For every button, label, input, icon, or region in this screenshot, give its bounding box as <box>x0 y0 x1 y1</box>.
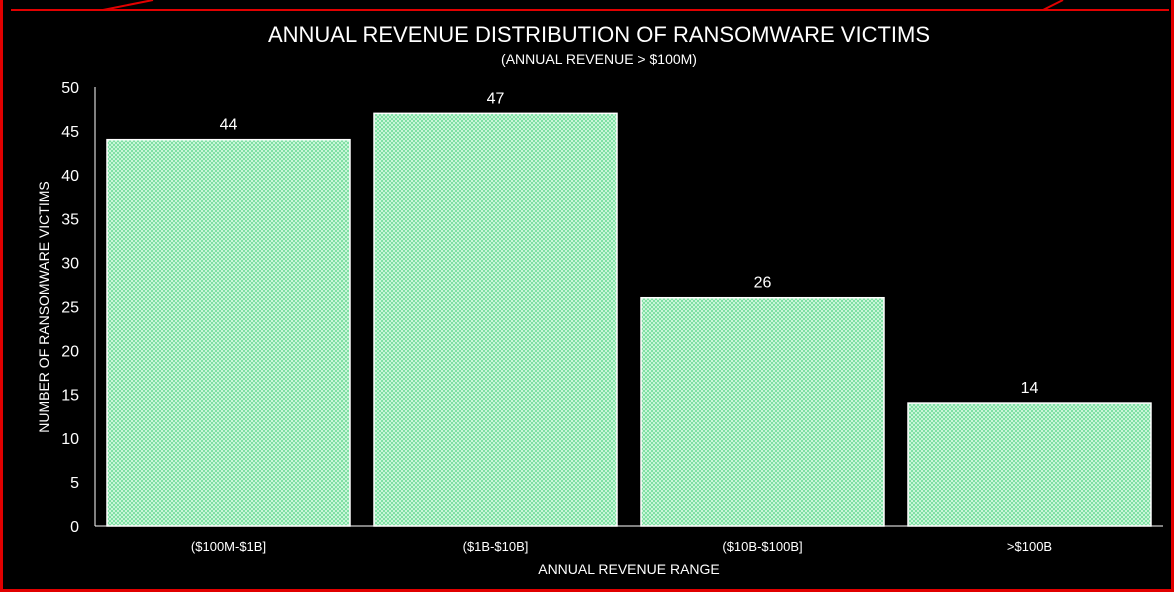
y-tick-label: 10 <box>61 431 79 448</box>
bar-value-label: 26 <box>754 275 772 292</box>
bars-group: 44 47 26 14 <box>106 90 1152 527</box>
y-axis-ticks: 0 5 10 15 20 25 30 35 40 45 50 <box>61 80 79 536</box>
y-tick-label: 45 <box>61 124 79 141</box>
bar-value-label: 47 <box>487 90 505 107</box>
y-axis-label: NUMBER OF RANSOMWARE VICTIMS <box>36 181 52 433</box>
y-tick-label: 15 <box>61 387 79 404</box>
y-tick-label: 35 <box>61 212 79 229</box>
y-tick-label: 30 <box>61 256 79 273</box>
bar <box>373 112 618 527</box>
chart-title: ANNUAL REVENUE DISTRIBUTION OF RANSOMWAR… <box>268 22 930 47</box>
bar <box>640 296 885 527</box>
frame-corner-right <box>1042 0 1064 11</box>
bar-value-label: 14 <box>1021 380 1039 397</box>
x-tick-label: ($10B-$100B] <box>722 539 802 554</box>
chart-subtitle: (ANNUAL REVENUE > $100M) <box>501 51 697 67</box>
bar <box>106 138 351 527</box>
y-tick-label: 0 <box>70 519 79 536</box>
frame-corner-left <box>102 0 154 11</box>
x-tick-label: >$100B <box>1007 539 1052 554</box>
y-tick-label: 50 <box>61 80 79 97</box>
y-tick-label: 20 <box>61 343 79 360</box>
x-tick-label: ($100M-$1B] <box>191 539 266 554</box>
x-axis-ticks: ($100M-$1B] ($1B-$10B] ($10B-$100B] >$100B <box>191 539 1052 554</box>
y-tick-label: 40 <box>61 168 79 185</box>
bar-chart: ANNUAL REVENUE DISTRIBUTION OF RANSOMWAR… <box>11 0 1169 577</box>
bar <box>907 402 1152 527</box>
bar-value-label: 44 <box>220 117 238 134</box>
y-tick-label: 5 <box>70 475 79 492</box>
y-tick-label: 25 <box>61 300 79 317</box>
x-tick-label: ($1B-$10B] <box>463 539 529 554</box>
x-axis-label: ANNUAL REVENUE RANGE <box>538 561 720 577</box>
